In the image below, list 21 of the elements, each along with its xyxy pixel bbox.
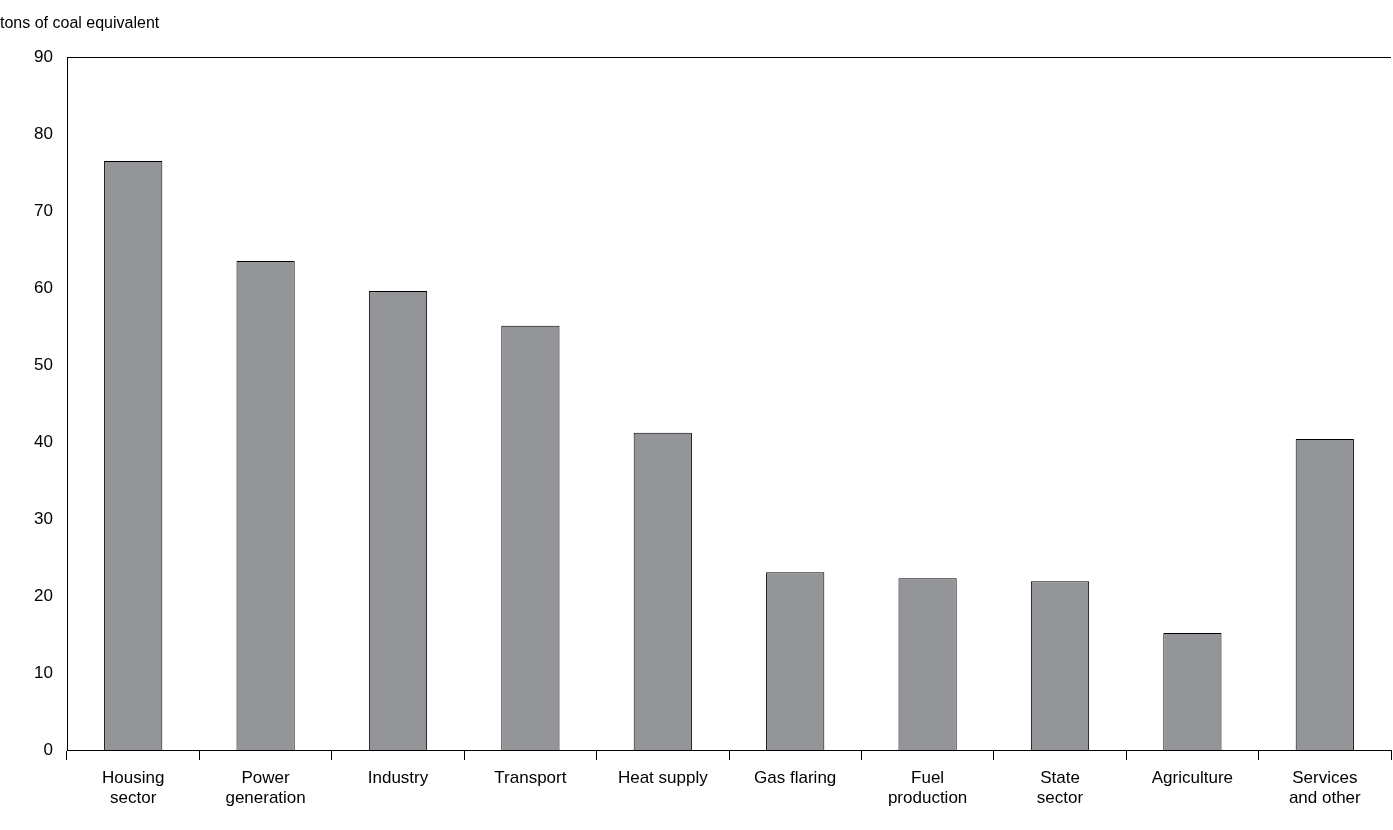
x-tick-label: State sector — [1036, 767, 1084, 808]
x-tick-label: Power generation — [225, 767, 306, 808]
x-tick-label: Services and other — [1288, 767, 1362, 808]
x-tick-label: Gas flaring — [754, 767, 837, 787]
x-tick-label: Housing sector — [102, 767, 165, 808]
y-tick-label: 50 — [34, 354, 53, 374]
y-tick-label: 0 — [43, 739, 53, 759]
y-axis-title: tons of coal equivalent — [0, 14, 160, 32]
y-tick-label: 10 — [34, 662, 53, 682]
y-tick-label: 80 — [34, 123, 53, 143]
y-tick-label: 60 — [34, 277, 53, 297]
x-tick-label: Transport — [494, 767, 567, 787]
y-tick-label: 90 — [34, 46, 53, 66]
x-tick-label: Agriculture — [1151, 767, 1234, 787]
x-tick-label: Heat supply — [617, 767, 709, 787]
x-tick-label: Industry — [367, 767, 429, 787]
y-tick-label: 40 — [34, 431, 53, 451]
y-tick-label: 20 — [34, 585, 53, 605]
x-tick-label: Fuel production — [887, 767, 968, 808]
y-tick-label: 30 — [34, 508, 53, 528]
y-tick-label: 70 — [34, 200, 53, 220]
